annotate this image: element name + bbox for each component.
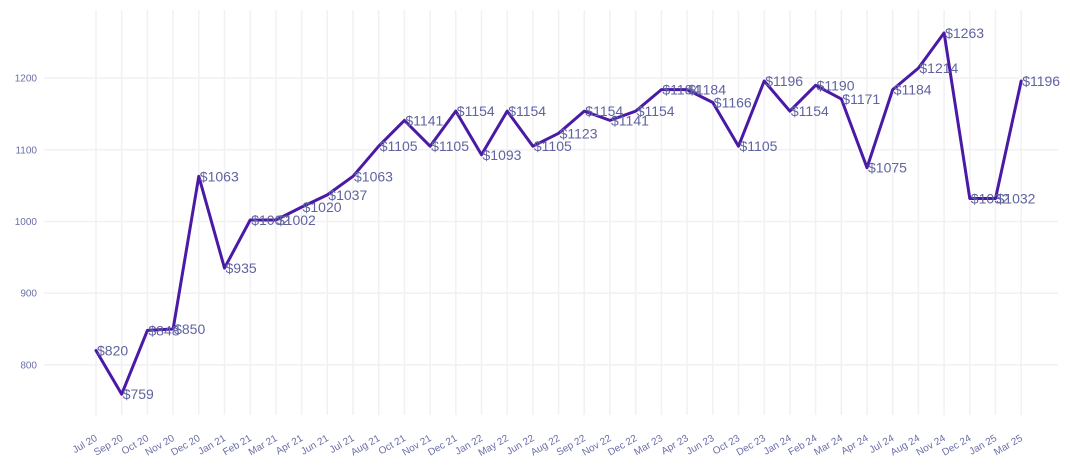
data-label: $1020 (303, 199, 342, 215)
x-tick-label: Dec 22 (606, 433, 639, 459)
x-tick-label: Aug 21 (349, 433, 382, 459)
data-label: $1154 (791, 103, 829, 119)
data-label: $1184 (662, 82, 700, 98)
data-label: $1141 (611, 112, 649, 128)
data-label: $1263 (945, 25, 984, 41)
x-tick-label: May 22 (477, 433, 511, 459)
data-label: $848 (148, 322, 179, 338)
x-tick-label: Mar 25 (992, 433, 1025, 458)
x-tick-label: Jun 21 (299, 433, 331, 458)
data-label: $1032 (971, 191, 1010, 207)
data-label: $1154 (585, 103, 623, 119)
data-label: $1166 (714, 94, 752, 110)
data-label: $1063 (200, 168, 239, 184)
data-label: $850 (174, 321, 205, 337)
y-tick-label: 1200 (15, 74, 38, 85)
data-label: $1214 (919, 60, 958, 76)
x-tick-label: Dec 20 (169, 433, 202, 459)
data-label: $820 (97, 342, 128, 358)
x-tick-label: Jun 23 (685, 433, 717, 458)
x-tick-label: Apr 24 (839, 433, 870, 457)
data-label: $759 (123, 386, 154, 402)
data-label: $935 (226, 260, 257, 276)
x-tick-label: Mar 24 (812, 433, 845, 458)
data-label: $1196 (765, 73, 803, 89)
x-tick-label: Apr 21 (274, 433, 305, 457)
vertical-gridlines (95, 10, 1022, 415)
data-label: $1063 (354, 168, 393, 184)
data-label: $1105 (740, 138, 778, 154)
data-label: $1123 (560, 125, 598, 141)
y-tick-label: 1000 (15, 217, 38, 228)
data-label: $1075 (868, 160, 907, 176)
data-label: $1184 (688, 82, 726, 98)
data-label: $1196 (1022, 73, 1060, 89)
y-tick-label: 1100 (15, 145, 37, 156)
data-label: $1171 (842, 91, 880, 107)
x-tick-label: Sep 20 (92, 433, 125, 459)
x-tick-label: Dec 23 (735, 433, 768, 459)
data-label: $1105 (431, 138, 469, 154)
data-label: $1141 (405, 112, 443, 128)
x-tick-label: Dec 21 (426, 433, 459, 459)
data-label: $1105 (380, 138, 418, 154)
x-tick-label: Dec 24 (940, 433, 973, 459)
x-tick-label: Mar 23 (632, 433, 665, 458)
data-label: $1032 (997, 191, 1036, 207)
data-label: $1190 (817, 77, 855, 93)
series-line (94, 31, 1023, 396)
data-label: $1105 (534, 138, 572, 154)
data-label: $1037 (328, 187, 367, 203)
data-label: $1154 (637, 103, 675, 119)
y-axis-tick-labels: 800 900 1000 1100 1200 (15, 74, 38, 372)
data-labels: $820$759$848$850$1063$935$1002$1002$1020… (97, 25, 1060, 402)
data-label: $1093 (483, 147, 522, 163)
x-tick-label: Mar 21 (247, 433, 280, 458)
data-label: $1002 (251, 212, 290, 228)
y-tick-label: 800 (20, 360, 37, 371)
data-label: $1184 (894, 82, 932, 98)
x-tick-label: Apr 23 (660, 433, 691, 457)
data-label: $1002 (277, 212, 316, 228)
data-label: $1154 (508, 103, 546, 119)
data-label: $1154 (457, 103, 495, 119)
y-tick-label: 900 (20, 289, 37, 300)
